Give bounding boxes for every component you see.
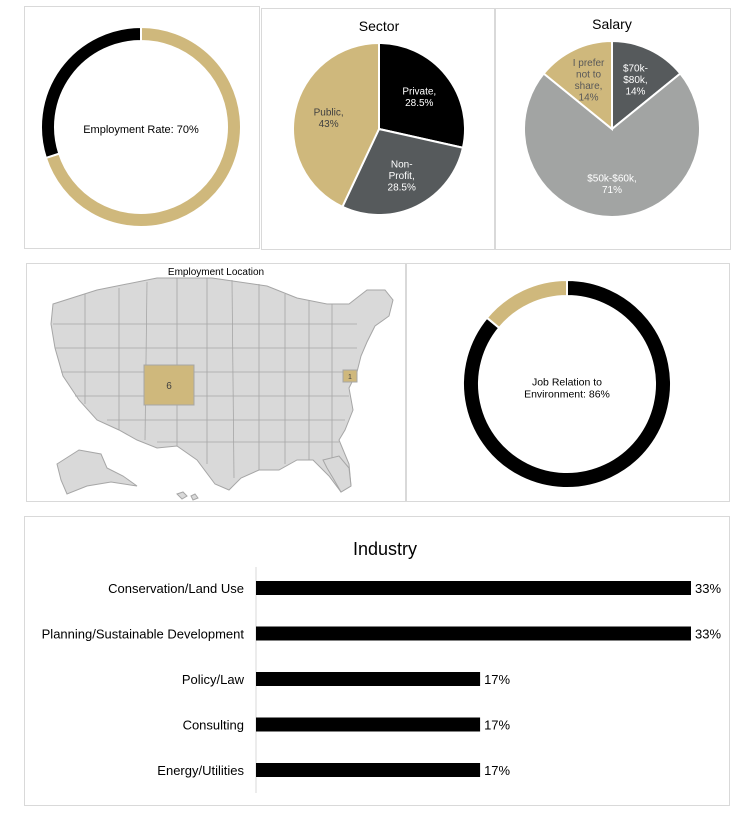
- us-map-outline: [50, 277, 394, 501]
- employment-slice-1: [40, 25, 142, 160]
- job_relation-slice-0: [462, 278, 672, 489]
- industry-bar-2: [256, 672, 481, 686]
- employment-location-map: Employment Location: [50, 267, 394, 501]
- sector-slice-1: [341, 127, 465, 216]
- job_relation-slice-1: [485, 278, 568, 330]
- salary-title: Salary: [592, 16, 632, 32]
- industry-bar-3: [256, 717, 481, 732]
- sector-slice-label-2: Public, 43%: [314, 107, 344, 130]
- industry-category-label-1: Planning/Sustainable Development: [42, 627, 245, 642]
- industry-category-label-3: Consulting: [183, 718, 244, 733]
- job-relation-center-label: Job Relation to Environment: 86%: [524, 377, 610, 401]
- map-region-east-label: 1: [348, 374, 352, 381]
- sector-panel: Sector Private, 28.5% Non-Profit, 28.5% Publi…: [261, 8, 495, 250]
- industry-value-label-3: 17%: [484, 718, 510, 733]
- employment-center-label: Employment Rate: 70%: [83, 124, 199, 136]
- sector-slice-label-0: Private, 28.5%: [402, 86, 436, 109]
- sector-slice-0: [378, 41, 466, 149]
- map-region-east: 1: [342, 369, 358, 383]
- industry-title: Industry: [353, 539, 417, 559]
- salary-slice-2: [542, 39, 613, 132]
- sector-slice-2: [292, 41, 380, 209]
- employment-location-panel: Employment Location: [26, 263, 406, 502]
- employment-rate-donut: Employment Rate: 70%: [40, 25, 242, 228]
- sector-title: Sector: [359, 18, 400, 34]
- map-title: Employment Location: [168, 267, 264, 278]
- industry-value-label-4: 17%: [484, 763, 510, 778]
- industry-bar-0: [256, 581, 691, 595]
- sector-slice-label-1: Non-Profit, 28.5%: [388, 159, 416, 193]
- job-relation-panel: Job Relation to Environment: 86%: [406, 263, 730, 502]
- industry-panel: Industry Conservation/Land Use 33% Planning…: [24, 516, 730, 806]
- salary-panel: Salary $70k-$80k, 14% $50k-$60k, 71% I prefer…: [495, 8, 731, 250]
- job-relation-donut: Job Relation to Environment: 86%: [462, 278, 672, 489]
- industry-bar-4: [256, 763, 481, 777]
- sector-pie-chart: Sector Private, 28.5% Non-Profit, 28.5% Publi…: [292, 18, 466, 216]
- industry-category-label-4: Energy/Utilities: [157, 763, 244, 778]
- salary-slice-label-0: $70k-$80k, 14%: [623, 64, 648, 98]
- map-region-colorado: 6: [143, 364, 195, 406]
- employment-rate-panel: Employment Rate: 70%: [24, 6, 260, 249]
- industry-value-label-0: 33%: [695, 581, 721, 596]
- industry-bar-chart: Industry Conservation/Land Use 33% Planning…: [42, 539, 721, 793]
- industry-value-label-1: 33%: [695, 627, 721, 642]
- salary-slice-1: [523, 72, 701, 218]
- industry-category-label-2: Policy/Law: [182, 672, 245, 687]
- map-region-colorado-label: 6: [166, 381, 172, 392]
- industry-bar-1: [256, 626, 691, 641]
- industry-value-label-2: 17%: [484, 672, 510, 687]
- salary-slice-0: [611, 39, 682, 132]
- salary-slice-label-1: $50k-$60k, 71%: [587, 173, 636, 196]
- industry-category-label-0: Conservation/Land Use: [108, 581, 244, 596]
- salary-slice-label-2: I prefer not to share, 14%: [573, 58, 605, 104]
- salary-pie-chart: Salary $70k-$80k, 14% $50k-$60k, 71% I prefer…: [523, 16, 701, 218]
